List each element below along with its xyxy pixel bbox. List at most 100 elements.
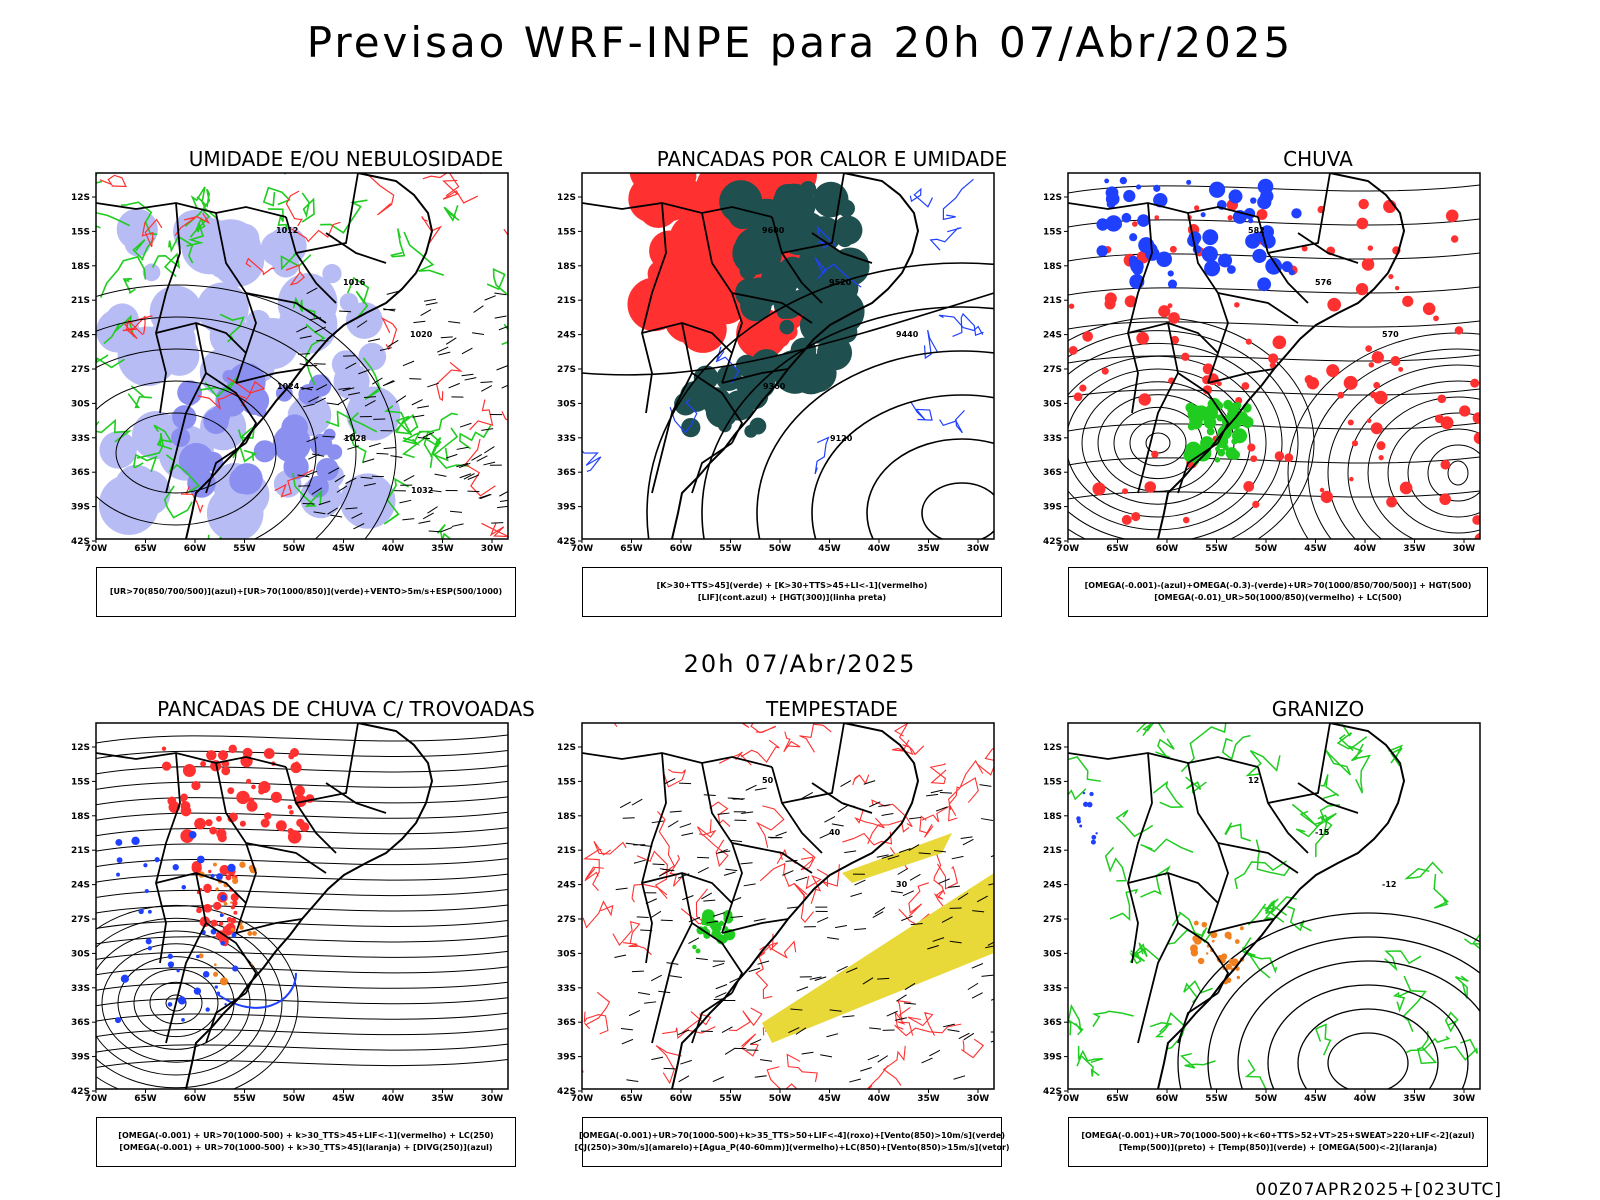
wind-vector (981, 974, 994, 977)
wind-vector (826, 1033, 839, 1038)
wind-vector (372, 377, 383, 385)
streamline (96, 966, 508, 976)
contour-line (443, 205, 460, 223)
wind-vector (678, 1075, 690, 1083)
lat-tick-label: 18S (1043, 262, 1062, 272)
contour-line (811, 394, 994, 539)
field-blob (1394, 285, 1400, 291)
contour-line (285, 190, 303, 227)
field-blob (695, 948, 701, 954)
field-blob (1129, 233, 1138, 242)
field-blob (290, 762, 302, 774)
wind-vector (947, 1029, 960, 1032)
contour-line (96, 284, 397, 539)
field-blob (99, 431, 137, 469)
field-blob (258, 788, 265, 795)
wind-vector (938, 878, 950, 884)
contour-line (464, 438, 496, 497)
streamline (1068, 354, 1480, 364)
lon-tick-label: 60W (670, 1094, 693, 1104)
wind-vector (897, 867, 909, 875)
lon-tick-label: 60W (184, 544, 207, 554)
wind-vector (622, 817, 635, 819)
contour-line (390, 228, 406, 258)
field-blob (198, 953, 204, 959)
panel-tempestade: TEMPESTADE 50 40 30 12S 15S 18S 21S 24S 27S 30S 33S… (557, 697, 1082, 1179)
lon-tick-label: 60W (1156, 1094, 1179, 1104)
contour-line (1221, 734, 1251, 761)
field-blob (214, 985, 218, 989)
contour-label: 9360 (763, 382, 786, 391)
legend-line: [OMEGA(-0.001)+UR>70(1000-500)+k>35_TTS>… (579, 1131, 1005, 1140)
wind-vector (445, 337, 457, 345)
wind-vector (348, 392, 360, 396)
lon-tick-label: 40W (382, 1094, 405, 1104)
field-blob (1105, 192, 1120, 206)
panel-pancadas-trovoadas: PANCADAS DE CHUVA C/ TROVOADAS 12S 15S 18S 2… (71, 697, 596, 1179)
field-blob (218, 921, 224, 926)
field-blob (1232, 428, 1248, 444)
contour-line (701, 306, 994, 539)
wind-vector (887, 855, 900, 860)
contour-line (766, 1066, 798, 1089)
wind-vector (788, 1027, 800, 1034)
field-blob (358, 342, 387, 371)
field-blob (272, 424, 311, 463)
field-blob (247, 931, 253, 936)
field-blob (1243, 481, 1255, 492)
field-blob (1201, 246, 1218, 263)
wind-vector (787, 906, 800, 909)
wind-vector (677, 1029, 690, 1036)
contour-line (348, 412, 367, 463)
field-blob (226, 916, 232, 923)
field-blob (339, 293, 359, 312)
lat-tick-label: 27S (71, 365, 90, 375)
wind-vector (903, 1002, 916, 1005)
contour-line (96, 418, 132, 443)
field-blob (230, 901, 233, 904)
contour-line (432, 437, 449, 462)
contour-line (759, 862, 808, 896)
contour-line (583, 1011, 609, 1035)
panel-legend: [K>30+TTS>45](verde) + [K>30+TTS>45+LI<-… (582, 567, 1002, 617)
wind-vector (935, 806, 948, 812)
field-blob (228, 744, 237, 754)
wind-vector (345, 507, 358, 510)
field-blob (1091, 834, 1097, 840)
field-blob (1228, 189, 1243, 204)
wind-vector (314, 397, 327, 404)
contour-line (133, 968, 219, 1038)
contour-label: 582 (1248, 226, 1265, 235)
legend-line: [OMEGA(-0.001) + UR>70(1000-500) + k>30_… (118, 1131, 494, 1140)
wind-vector (730, 915, 743, 919)
contour-line (756, 350, 994, 539)
field-blob (145, 938, 152, 945)
field-blob (1076, 819, 1081, 824)
contour-label: 9600 (762, 226, 785, 235)
field-blob (217, 750, 229, 761)
field-blob (1211, 182, 1220, 190)
contour-line (961, 1038, 985, 1059)
lat-tick-label: 30S (71, 949, 90, 959)
wind-vector (356, 320, 368, 328)
contour-line (582, 449, 602, 473)
contour-line (929, 763, 947, 785)
field-blob (1187, 422, 1196, 431)
field-blob (629, 173, 676, 194)
field-blob (1236, 975, 1241, 980)
wind-vector (869, 801, 881, 808)
lat-tick-label: 12S (1043, 193, 1062, 203)
contour-line (756, 805, 785, 848)
wind-vector (440, 336, 453, 339)
field-blob (1257, 196, 1269, 209)
wind-vector (850, 892, 863, 897)
legend-line: [OMEGA(-0.001) + UR>70(1000-500) + k>30_… (119, 1143, 493, 1152)
lat-tick-label: 30S (71, 399, 90, 409)
field-blob (246, 800, 258, 812)
contour-line (866, 438, 994, 539)
wind-vector (483, 461, 496, 466)
field-blob (1445, 209, 1459, 223)
wind-vector (876, 854, 889, 858)
field-blob (275, 820, 287, 832)
field-blob (115, 839, 123, 846)
